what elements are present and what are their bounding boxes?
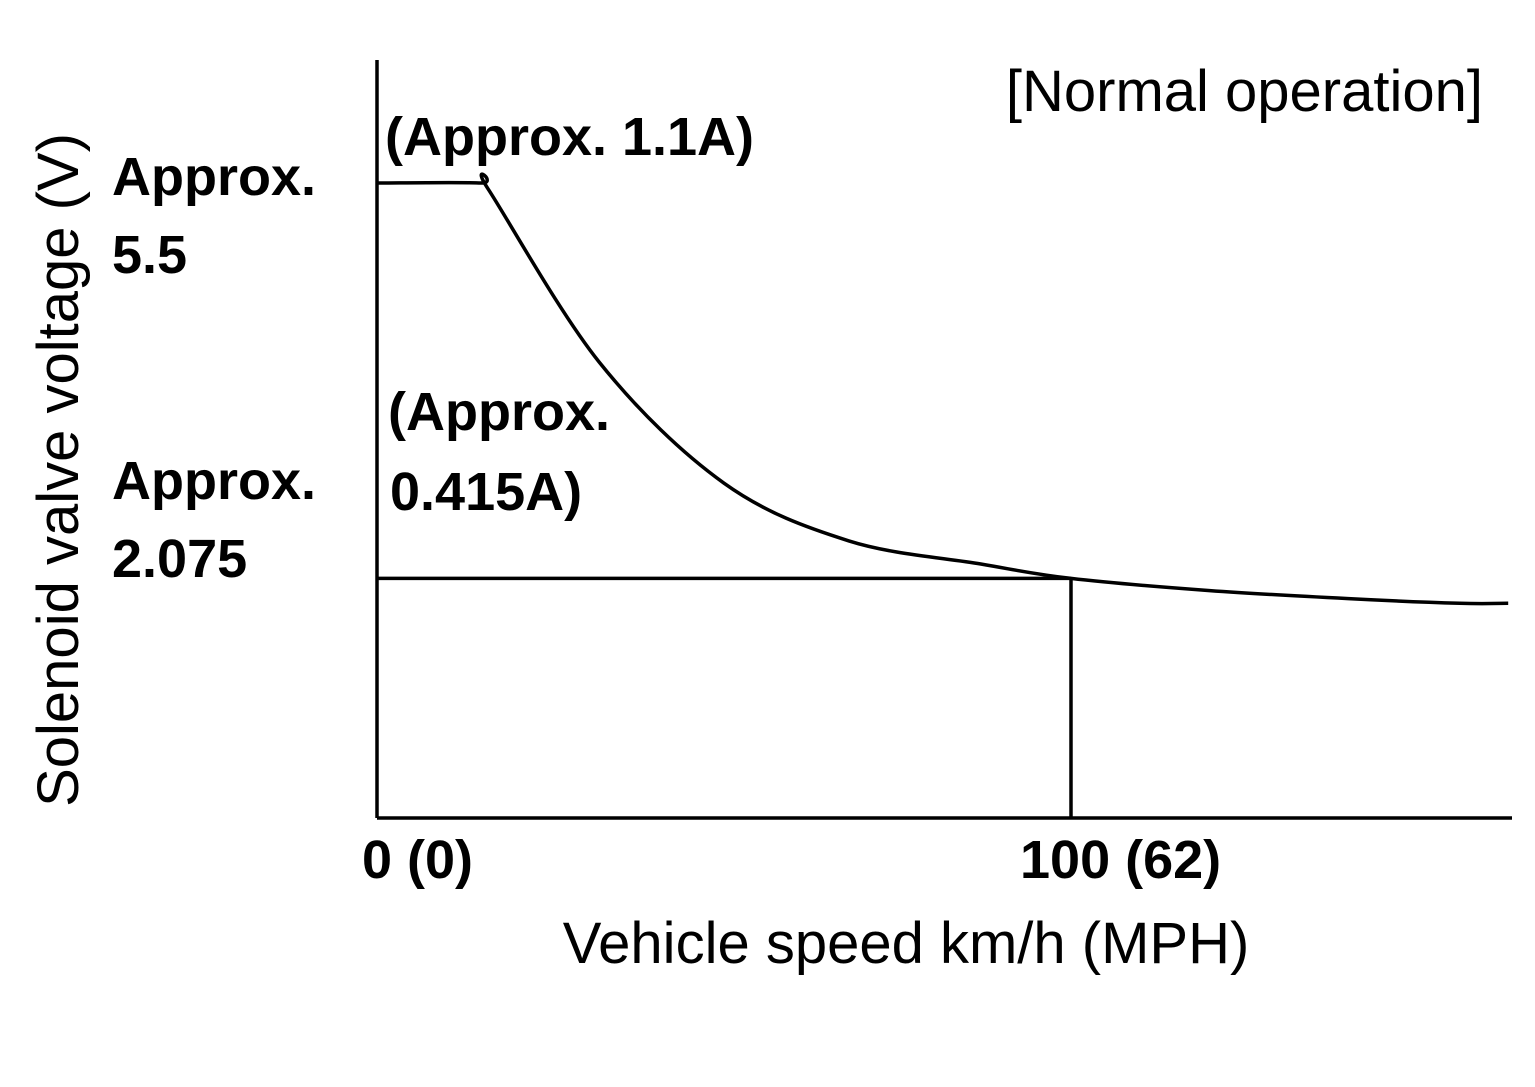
y-tick-label-high-line2: 5.5: [112, 225, 187, 285]
y-tick-label-low-line2: 2.075: [112, 529, 247, 589]
y-axis-title: Solenoid valve voltage (V): [26, 133, 91, 807]
annotation-low-current-line2: 0.415A): [390, 462, 582, 522]
x-tick-label-0: 0 (0): [362, 830, 473, 890]
series-line: [376, 172, 1509, 606]
annotation-high-current: (Approx. 1.1A): [385, 107, 754, 167]
x-tick-label-100: 100 (62): [1020, 830, 1221, 890]
y-tick-label-low-line1: Approx.: [112, 451, 316, 511]
chart-title: [Normal operation]: [1006, 59, 1483, 124]
y-tick-label-high-line1: Approx.: [112, 147, 316, 207]
x-axis-title: Vehicle speed km/h (MPH): [563, 911, 1250, 976]
annotation-low-current-line1: (Approx.: [388, 382, 610, 442]
